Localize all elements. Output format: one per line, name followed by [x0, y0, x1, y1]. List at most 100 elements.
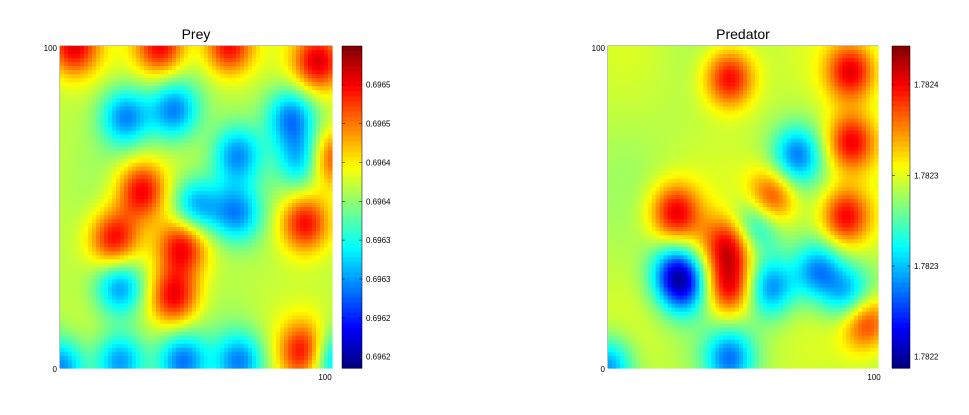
- heatmap-cell: [308, 227, 313, 232]
- heatmap-cell: [76, 162, 81, 168]
- heatmap-cell: [140, 323, 145, 329]
- heatmap-cell: [204, 158, 209, 164]
- heatmap-cell: [168, 78, 173, 83]
- heatmap-cell: [216, 82, 221, 87]
- heatmap-cell: [300, 62, 305, 67]
- heatmap-cell: [144, 74, 149, 79]
- heatmap-cell: [120, 146, 125, 152]
- heatmap-cell: [188, 251, 193, 256]
- heatmap-cell: [284, 315, 289, 321]
- heatmap-cell: [248, 170, 253, 176]
- heatmap-cell: [72, 323, 77, 329]
- heatmap-cell: [280, 259, 285, 264]
- heatmap-cell: [164, 211, 169, 216]
- heatmap-cell: [204, 178, 209, 184]
- heatmap-cell: [216, 134, 221, 140]
- heatmap-cell: [280, 327, 285, 333]
- heatmap-cell: [220, 134, 225, 140]
- heatmap-cell: [252, 283, 257, 289]
- heatmap-cell: [140, 178, 145, 184]
- heatmap-cell: [204, 138, 209, 144]
- heatmap-cell: [308, 50, 313, 55]
- heatmap-cell: [192, 106, 197, 112]
- heatmap-cell: [180, 66, 185, 71]
- heatmap-cell: [100, 46, 105, 51]
- heatmap-cell: [328, 46, 333, 51]
- heatmap-cell: [116, 86, 121, 91]
- heatmap-cell: [296, 327, 301, 333]
- heatmap-cell: [320, 323, 325, 329]
- heatmap-cell: [196, 227, 201, 232]
- heatmap-cell: [80, 138, 85, 144]
- heatmap-cell: [132, 223, 137, 228]
- heatmap-cell: [300, 150, 305, 156]
- heatmap-cell: [68, 299, 73, 305]
- heatmap-cell: [308, 82, 313, 87]
- heatmap-cell: [288, 142, 293, 148]
- heatmap-cell: [80, 162, 85, 168]
- heatmap-cell: [284, 299, 289, 305]
- heatmap-cell: [232, 223, 237, 228]
- heatmap-cell: [88, 130, 93, 136]
- heatmap-cell: [128, 243, 133, 248]
- heatmap-cell: [128, 170, 133, 176]
- heatmap-cell: [248, 202, 253, 208]
- heatmap-cell: [200, 303, 205, 309]
- heatmap-cell: [152, 122, 157, 128]
- heatmap-cell: [60, 94, 65, 99]
- heatmap-cell: [228, 299, 233, 305]
- heatmap-cell: [104, 303, 109, 309]
- heatmap-cell: [68, 58, 73, 63]
- heatmap-cell: [132, 94, 137, 99]
- heatmap-cell: [192, 251, 197, 256]
- heatmap-cell: [232, 130, 237, 136]
- heatmap-cell: [252, 227, 257, 232]
- heatmap-cell: [176, 122, 181, 128]
- heatmap-cell: [204, 207, 209, 212]
- heatmap-cell: [236, 102, 241, 107]
- heatmap-cell: [324, 110, 329, 116]
- heatmap-cell: [64, 211, 69, 216]
- heatmap-cell: [148, 279, 153, 285]
- heatmap-cell: [136, 283, 141, 289]
- heatmap-cell: [76, 70, 81, 75]
- heatmap-cell: [204, 319, 209, 325]
- heatmap-cell: [72, 170, 77, 176]
- heatmap-cell: [60, 166, 65, 172]
- heatmap-cell: [268, 134, 273, 140]
- heatmap-cell: [184, 259, 189, 264]
- heatmap-cell: [64, 259, 69, 264]
- heatmap-cell: [120, 327, 125, 333]
- heatmap-cell: [84, 154, 89, 160]
- heatmap-cell: [128, 138, 133, 144]
- heatmap-cell: [212, 166, 217, 172]
- heatmap-cell: [140, 158, 145, 164]
- heatmap-cell: [80, 74, 85, 79]
- heatmap-cell: [312, 74, 317, 79]
- heatmap-cell: [120, 110, 125, 116]
- heatmap-cell: [240, 186, 245, 192]
- heatmap-cell: [136, 154, 141, 160]
- heatmap-cell: [196, 323, 201, 329]
- heatmap-cell: [288, 190, 293, 196]
- heatmap-cell: [160, 170, 165, 176]
- heatmap-cell: [240, 122, 245, 128]
- heatmap-cell: [176, 46, 181, 51]
- heatmap-cell: [156, 231, 161, 236]
- heatmap-cell: [200, 287, 205, 293]
- heatmap-cell: [172, 122, 177, 128]
- heatmap-cell: [212, 94, 217, 99]
- heatmap-cell: [72, 255, 77, 260]
- heatmap-cell: [160, 303, 165, 309]
- heatmap-cell: [96, 146, 101, 152]
- heatmap-cell: [100, 50, 105, 55]
- heatmap-cell: [164, 307, 169, 313]
- heatmap-cell: [256, 66, 261, 71]
- heatmap-cell: [68, 259, 73, 264]
- heatmap-cell: [116, 70, 121, 75]
- heatmap-cell: [160, 235, 165, 240]
- heatmap-cell: [276, 267, 281, 273]
- heatmap-cell: [272, 138, 277, 144]
- heatmap-cell: [264, 146, 269, 152]
- heatmap-cell: [192, 239, 197, 244]
